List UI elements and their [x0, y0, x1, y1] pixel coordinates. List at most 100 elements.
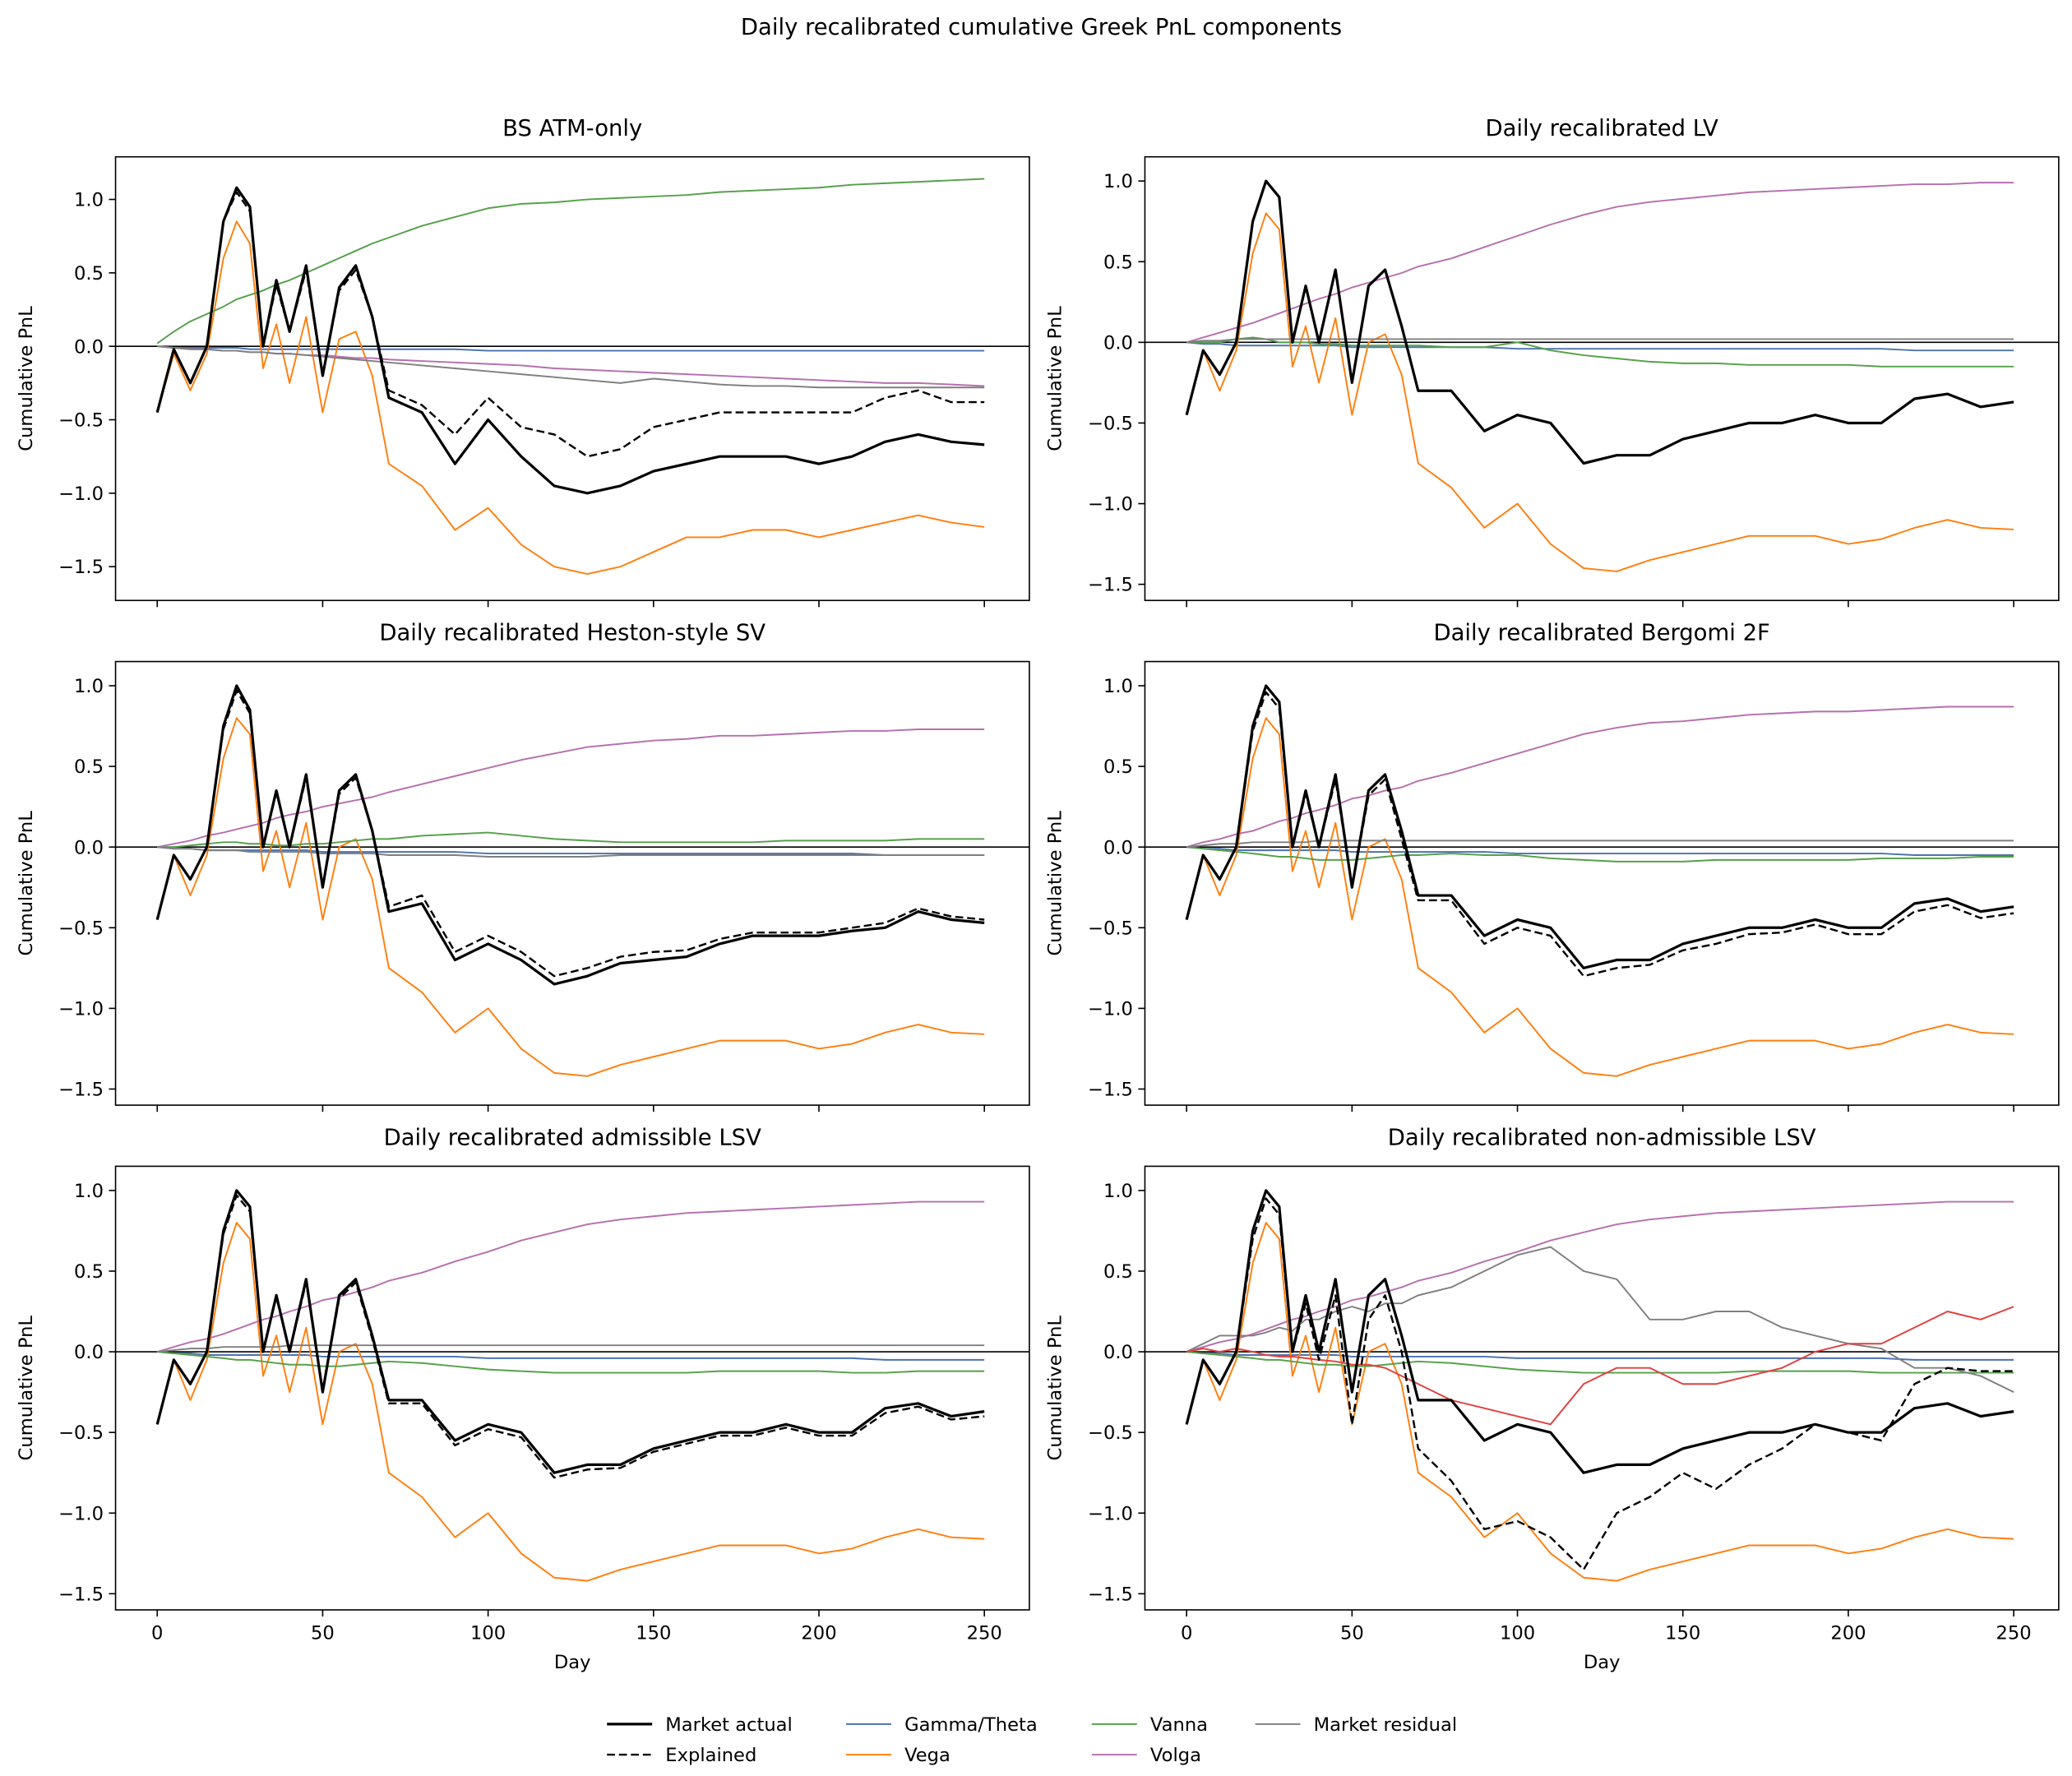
series-line: [1185, 1189, 2014, 1474]
series-line: [1186, 839, 2014, 849]
axes-frame: [114, 1165, 1030, 1611]
y-tick-label: −1.5: [58, 557, 104, 578]
series-line: [1186, 336, 2014, 368]
y-axis-label: Cumulative PnL: [16, 306, 37, 451]
series-line: [1186, 846, 2014, 856]
series-line: [157, 846, 985, 858]
series-line: [157, 345, 985, 389]
series-line: [1186, 1200, 2014, 1353]
y-tick-label: 1.0: [74, 676, 104, 697]
series-line: [156, 178, 985, 345]
y-axis-label: Cumulative PnL: [16, 811, 37, 956]
x-tick-label: 50: [311, 1623, 335, 1644]
y-tick-label: −1.0: [1088, 1503, 1133, 1524]
subplot-title: Daily recalibrated Bergomi 2F: [1433, 621, 1769, 646]
figure-title: Daily recalibrated cumulative Greek PnL …: [741, 15, 1342, 40]
y-tick-label: 1.0: [1103, 171, 1133, 192]
subplot-title: Daily recalibrated admissible LSV: [384, 1126, 762, 1151]
axes-frame: [1144, 155, 2060, 602]
y-tick-label: −0.5: [58, 1422, 104, 1444]
x-tick-label: 0: [151, 1623, 163, 1644]
y-tick-label: 0.0: [74, 1342, 104, 1363]
series-line: [1185, 684, 2014, 969]
series-line: [155, 684, 985, 986]
series-line: [155, 1189, 985, 1474]
x-tick-label: 100: [470, 1623, 506, 1644]
series-line: [1186, 1222, 2014, 1582]
x-tick-label: 200: [1830, 1623, 1866, 1644]
series-group: [1145, 179, 2059, 572]
y-tick-label: −0.5: [58, 918, 104, 939]
x-axis-label: Day: [554, 1652, 591, 1673]
x-axis-label: Day: [1584, 1652, 1621, 1673]
series-group: [115, 684, 1029, 1077]
x-tick-label: 100: [1500, 1623, 1535, 1644]
series-line: [157, 1344, 985, 1353]
series-line: [1186, 1351, 2014, 1374]
series-line: [1186, 1351, 2014, 1361]
series-line: [1186, 212, 2014, 572]
subplot: BS ATM-only Cumulative PnL −1.5 −1.0 −0.5 0.0…: [16, 116, 1030, 608]
y-tick-label: −1.0: [1088, 494, 1133, 516]
y-tick-label: 0.5: [74, 756, 104, 778]
y-tick-label: −0.5: [1088, 918, 1133, 939]
x-tick-label: 250: [967, 1623, 1002, 1644]
y-tick-label: −0.5: [58, 410, 104, 432]
y-axis-label: Cumulative PnL: [1045, 1316, 1066, 1461]
axes-frame: [114, 660, 1030, 1106]
series-line: [156, 191, 985, 458]
series-line: [156, 717, 985, 1077]
series-line: [156, 220, 985, 576]
series-group: [115, 1189, 1029, 1582]
y-tick-label: −1.5: [58, 1584, 104, 1605]
series-line: [155, 186, 985, 495]
y-tick-label: 0.0: [1103, 332, 1133, 354]
x-tick-label: 150: [1665, 1623, 1700, 1644]
series-line: [1186, 1306, 2014, 1426]
series-line: [156, 1200, 985, 1353]
axes-frame: [1144, 1165, 2060, 1611]
y-tick-label: 0.0: [1103, 1342, 1133, 1363]
y-tick-label: 0.5: [1103, 252, 1133, 273]
series-line: [1186, 717, 2014, 1077]
subplot-title: Daily recalibrated non-admissible LSV: [1388, 1126, 1816, 1151]
y-tick-label: 0.0: [74, 837, 104, 858]
series-line: [157, 831, 985, 849]
legend: Market actual Explained Gamma/Theta Vega Van…: [607, 1714, 1457, 1766]
subplot-title: Daily recalibrated Heston-style SV: [379, 621, 765, 646]
x-tick-label: 150: [636, 1623, 671, 1644]
y-axis-label: Cumulative PnL: [1045, 811, 1066, 956]
series-line: [1186, 338, 2014, 344]
series-line: [157, 1351, 985, 1361]
legend-label: Vanna: [1150, 1714, 1208, 1736]
series-line: [157, 1351, 985, 1374]
subplot: Daily recalibrated Bergomi 2F Cumulative …: [1045, 621, 2060, 1112]
series-line: [1186, 1246, 2014, 1393]
x-tick-label: 200: [801, 1623, 836, 1644]
subplot: Daily recalibrated Heston-style SV Cumula…: [16, 621, 1030, 1112]
y-tick-label: 0.5: [1103, 756, 1133, 778]
y-tick-label: 1.0: [74, 190, 104, 211]
y-tick-label: 0.0: [1103, 837, 1133, 858]
series-line: [1185, 179, 2014, 465]
series-line: [157, 728, 985, 849]
series-line: [1185, 691, 2014, 978]
x-tick-label: 0: [1181, 1623, 1192, 1644]
series-line: [156, 689, 985, 978]
legend-label: Explained: [665, 1745, 756, 1766]
axes-frame: [1144, 660, 2060, 1106]
y-tick-label: 1.0: [74, 1181, 104, 1202]
series-line: [1186, 846, 2014, 863]
series-line: [157, 846, 985, 856]
axes-frame: [114, 155, 1030, 602]
y-tick-label: 1.0: [1103, 676, 1133, 697]
series-line: [157, 345, 985, 352]
y-tick-label: 0.5: [74, 263, 104, 284]
series-line: [156, 1194, 985, 1479]
subplot: Daily recalibrated admissible LSV Cumulat…: [16, 1126, 1030, 1673]
y-tick-label: 1.0: [1103, 1181, 1133, 1202]
legend-label: Market actual: [665, 1714, 793, 1736]
x-tick-label: 250: [1996, 1623, 2032, 1644]
y-axis-label: Cumulative PnL: [1045, 306, 1066, 451]
